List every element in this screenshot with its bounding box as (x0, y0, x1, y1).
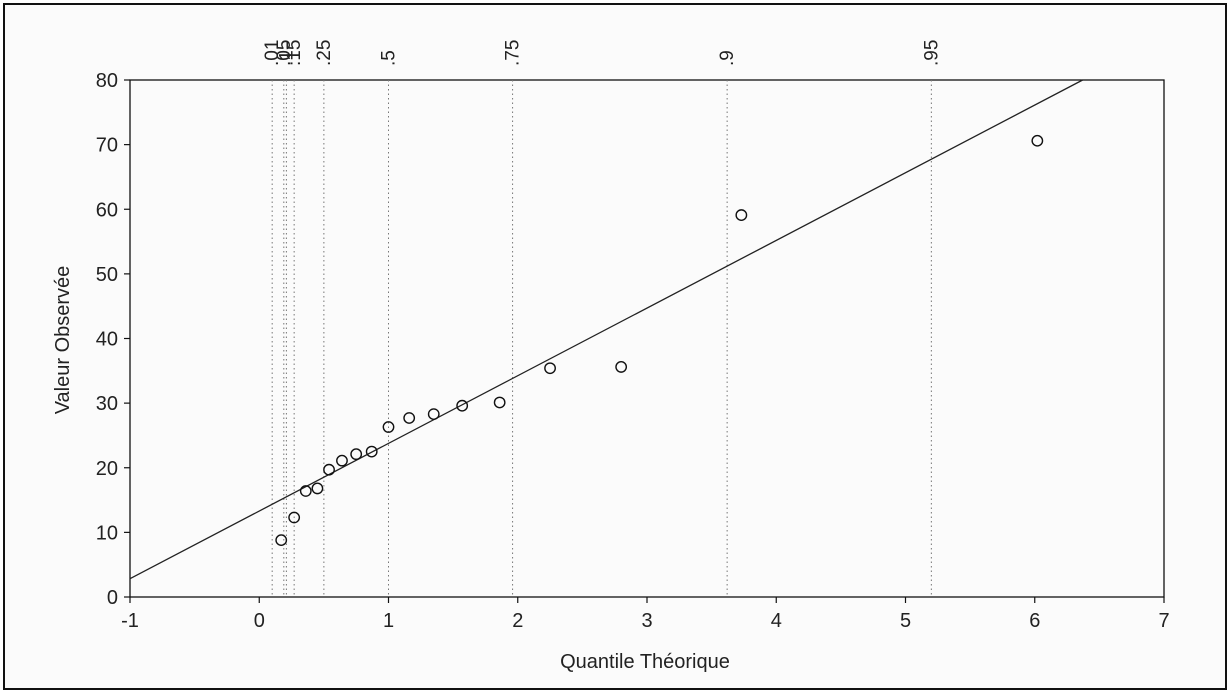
y-tick-label: 0 (107, 587, 118, 609)
data-point (299, 485, 312, 497)
x-axis-ticks: -1 0 1 2 3 4 5 6 7 (121, 597, 1170, 632)
data-point (382, 421, 395, 433)
y-tick-label: 40 (96, 329, 118, 351)
data-point (275, 534, 288, 547)
data-point (323, 463, 335, 476)
probability-label: .95 (921, 40, 942, 66)
data-points (275, 134, 1044, 547)
data-point (336, 454, 348, 467)
fit-line (129, 79, 1083, 580)
x-tick-label: 5 (900, 610, 911, 632)
x-tick-label: -1 (121, 610, 139, 632)
probability-lines (271, 80, 932, 597)
y-tick-label: 30 (96, 393, 118, 415)
x-tick-label: 0 (254, 610, 265, 632)
y-tick-label: 80 (96, 70, 118, 92)
x-tick-label: 4 (771, 610, 782, 632)
probability-label: .25 (314, 40, 335, 66)
y-tick-label: 60 (96, 199, 118, 221)
data-point (1031, 134, 1044, 147)
y-tick-label: 50 (96, 264, 118, 286)
data-point (544, 362, 556, 375)
data-point (493, 396, 506, 409)
y-axis-label: Valeur Observée (52, 266, 74, 415)
data-point (735, 209, 748, 221)
y-axis-ticks: 0 10 20 30 40 50 60 70 80 (96, 70, 130, 609)
probability-label: .9 (717, 50, 738, 66)
probability-label: .01 (262, 40, 283, 66)
data-point (403, 412, 416, 424)
data-point (456, 399, 469, 412)
data-point (288, 511, 301, 524)
chart-frame (3, 3, 1227, 690)
y-tick-label: 20 (96, 458, 118, 480)
data-point (615, 361, 628, 373)
x-tick-label: 6 (1029, 610, 1040, 632)
x-axis-label: Quantile Théorique (560, 651, 730, 673)
probability-label: .1 (276, 50, 297, 66)
y-tick-label: 70 (96, 135, 118, 157)
plot-area (129, 79, 1165, 598)
probability-labels: .01.05.1.15 .25 .5 .75 .9 .95 (262, 40, 942, 66)
probability-label: .5 (379, 50, 400, 66)
probability-label: .15 (284, 40, 305, 66)
x-tick-label: 1 (383, 610, 394, 632)
y-tick-label: 10 (96, 522, 118, 544)
probability-label: .05 (274, 40, 295, 66)
data-point (427, 408, 440, 421)
x-tick-label: 7 (1158, 610, 1169, 632)
x-tick-label: 2 (512, 610, 523, 632)
data-point (311, 482, 324, 495)
data-point (365, 445, 378, 458)
probability-label: .75 (503, 40, 524, 66)
x-tick-label: 3 (641, 610, 652, 632)
data-point (350, 448, 363, 461)
